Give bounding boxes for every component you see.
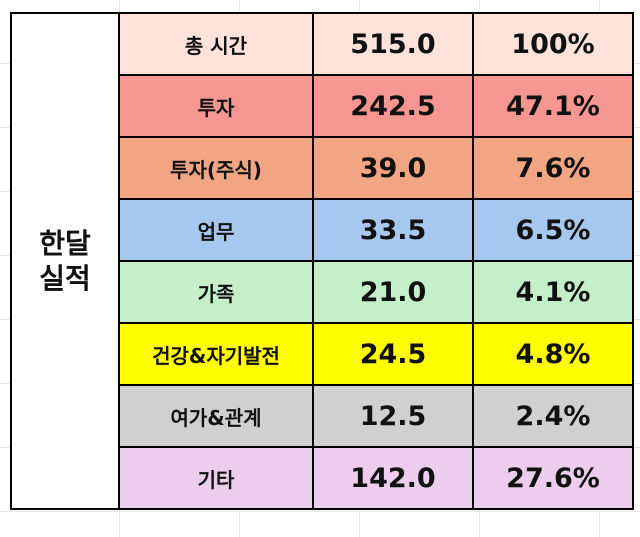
category-cell[interactable]: 총 시간 (118, 12, 314, 76)
percent-cell[interactable]: 27.6% (472, 446, 634, 510)
category-cell[interactable]: 가족 (118, 260, 314, 324)
table-row: 가족 21.0 4.1% (11, 260, 634, 324)
side-label-cell[interactable]: 한달 실적 (10, 12, 120, 510)
hours-cell[interactable]: 515.0 (312, 12, 474, 76)
category-cell[interactable]: 업무 (118, 198, 314, 262)
category-cell[interactable]: 여가&관계 (118, 384, 314, 448)
table-row: 여가&관계 12.5 2.4% (11, 384, 634, 448)
percent-cell[interactable]: 4.1% (472, 260, 634, 324)
table-row: 건강&자기발전 24.5 4.8% (11, 322, 634, 386)
hours-cell[interactable]: 142.0 (312, 446, 474, 510)
hours-cell[interactable]: 21.0 (312, 260, 474, 324)
side-label-line2: 실적 (39, 262, 91, 295)
percent-cell[interactable]: 47.1% (472, 74, 634, 138)
hours-cell[interactable]: 242.5 (312, 74, 474, 138)
table-row: 기타 142.0 27.6% (11, 446, 634, 510)
percent-cell[interactable]: 7.6% (472, 136, 634, 200)
hours-cell[interactable]: 33.5 (312, 198, 474, 262)
hours-cell[interactable]: 39.0 (312, 136, 474, 200)
table-row: 한달 실적 총 시간 515.0 100% (10, 12, 634, 510)
table-row: 투자 242.5 47.1% (11, 74, 634, 138)
side-label-line1: 한달 (39, 227, 91, 260)
monthly-summary-table: 한달 실적 총 시간 515.0 100% 투자 242.5 47.1% 투자(… (10, 12, 634, 510)
side-label: 한달 실적 (39, 226, 91, 296)
table-row: 투자(주식) 39.0 7.6% (11, 136, 634, 200)
table-row: 업무 33.5 6.5% (11, 198, 634, 262)
percent-cell[interactable]: 2.4% (472, 384, 634, 448)
category-cell[interactable]: 기타 (118, 446, 314, 510)
category-cell[interactable]: 투자 (118, 74, 314, 138)
percent-cell[interactable]: 6.5% (472, 198, 634, 262)
hours-cell[interactable]: 24.5 (312, 322, 474, 386)
category-cell[interactable]: 투자(주식) (118, 136, 314, 200)
percent-cell[interactable]: 4.8% (472, 322, 634, 386)
hours-cell[interactable]: 12.5 (312, 384, 474, 448)
percent-cell[interactable]: 100% (472, 12, 634, 76)
category-cell[interactable]: 건강&자기발전 (118, 322, 314, 386)
